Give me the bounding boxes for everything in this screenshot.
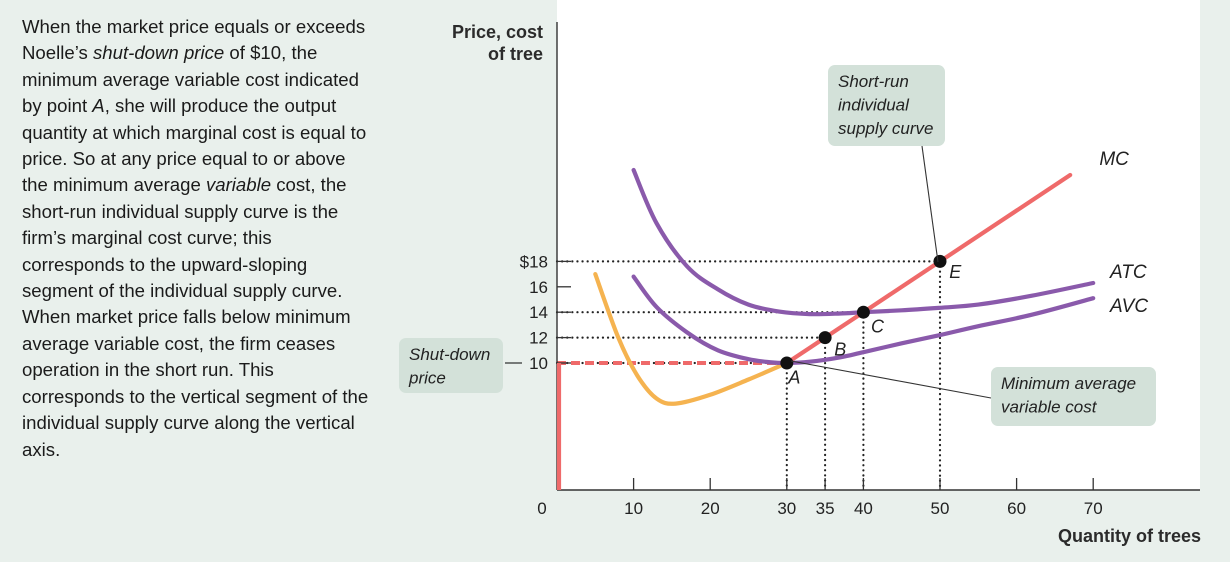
curves: MC ATC AVC <box>556 149 1148 490</box>
x-tick-label: 30 <box>777 499 796 518</box>
y-tick-label: 16 <box>529 278 548 297</box>
shutdown-label-text: price <box>408 369 446 388</box>
points: A B C E <box>780 254 962 387</box>
curve-label-mc: MC <box>1099 149 1129 170</box>
x-axis-title: Quantity of trees <box>1058 526 1201 546</box>
curve-label-atc: ATC <box>1109 262 1147 283</box>
avc-curve <box>631 274 1096 366</box>
curve-label-avc: AVC <box>1109 296 1148 317</box>
caption-part: When the market price equals or exceeds … <box>22 16 366 64</box>
x-tick-label: 50 <box>931 499 950 518</box>
y-tick-label: 12 <box>529 329 548 348</box>
minavc-leader-line <box>790 360 992 399</box>
caption-text: When the market price equals or exceeds … <box>22 14 374 463</box>
supply-label-text: Short-run <box>838 72 909 91</box>
point-label-c: C <box>871 317 885 337</box>
x-tick-label: 0 <box>537 499 546 518</box>
point-b <box>818 331 832 345</box>
point-a <box>780 356 794 370</box>
point-label-b: B <box>834 339 846 359</box>
x-tick-label: 20 <box>701 499 720 518</box>
y-axis-title-line: of tree <box>488 44 543 64</box>
caption-part: of $10, the minimum average variable cos… <box>22 42 359 117</box>
caption-part: , she will produce the output quantity a… <box>22 95 367 196</box>
minavc-label-box <box>991 367 1156 426</box>
mc-upper-curve <box>784 172 1073 366</box>
mc-lower-curve <box>593 272 789 406</box>
x-tick-label: 60 <box>1007 499 1026 518</box>
shutdown-label-box <box>399 338 503 393</box>
x-tick-label: 40 <box>854 499 873 518</box>
point-c <box>856 305 870 319</box>
y-tick-label: 10 <box>529 354 548 373</box>
supply-label-text: individual <box>838 96 910 115</box>
supply-label-box <box>828 65 945 146</box>
point-label-a: A <box>787 367 800 387</box>
atc-curve <box>631 167 1096 317</box>
caption-part: cost, the short-run individual supply cu… <box>22 174 369 460</box>
x-tick-label: 70 <box>1084 499 1103 518</box>
supply-leader-line <box>921 145 939 263</box>
point-e <box>933 254 947 268</box>
annotations: Short-run individual supply curve Shut-down… <box>399 65 1156 426</box>
minavc-label-text: Minimum average <box>1001 374 1136 393</box>
minavc-label-text: variable cost <box>1001 398 1098 417</box>
y-axis-title-line: Price, cost <box>452 22 543 42</box>
x-tick-label: 10 <box>624 499 643 518</box>
x-tick-label: 35 <box>816 499 835 518</box>
point-label-e: E <box>949 262 962 282</box>
caption-emphasis: variable <box>205 174 272 196</box>
supply-label-text: supply curve <box>838 119 933 138</box>
tick-labels: 0 10 20 30 35 40 50 60 70 10 12 14 16 $18 <box>520 252 1103 518</box>
y-tick-label: 14 <box>529 303 548 322</box>
y-tick-label: $18 <box>520 252 548 271</box>
caption-emphasis: shut-down price <box>92 42 225 64</box>
shutdown-label-text: Shut-down <box>409 345 490 364</box>
caption-emphasis: A <box>92 95 105 117</box>
